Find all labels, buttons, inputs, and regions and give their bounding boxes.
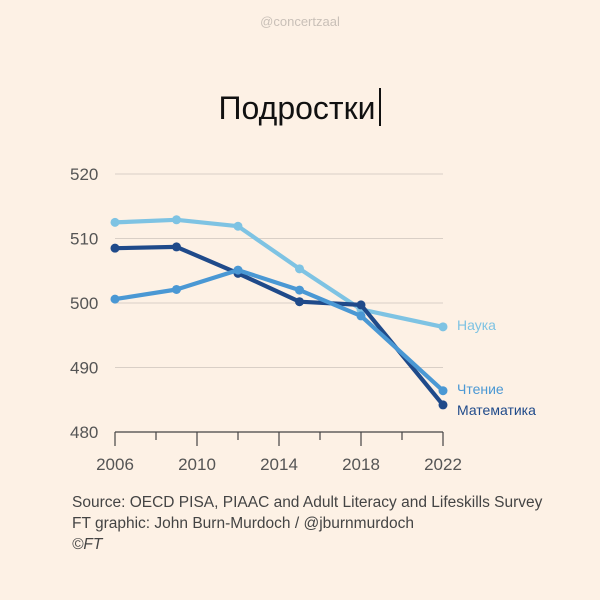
watermark: @concertzaal — [260, 14, 340, 29]
x-tick-label: 2006 — [96, 455, 134, 474]
x-tick-label: 2010 — [178, 455, 216, 474]
chart-title: Подростки — [0, 88, 600, 127]
data-point — [295, 297, 304, 307]
chart-title-text: Подростки — [218, 90, 376, 126]
series-line — [112, 244, 446, 407]
data-point — [295, 285, 304, 295]
y-tick-label: 510 — [70, 230, 98, 249]
data-point — [356, 311, 366, 321]
data-point — [356, 300, 366, 310]
series-line — [112, 268, 446, 393]
gridlines — [115, 173, 443, 368]
data-point — [172, 284, 181, 294]
source-line-1: Source: OECD PISA, PIAAC and Adult Liter… — [72, 494, 543, 511]
y-tick-label: 500 — [70, 294, 98, 313]
y-tick-label: 480 — [70, 423, 98, 442]
text-cursor — [379, 88, 382, 126]
data-point — [110, 294, 120, 304]
data-point — [172, 215, 181, 225]
data-point — [233, 265, 243, 275]
x-tick-label: 2014 — [260, 455, 298, 474]
x-axis: 2006 2010 2014 2018 2022 — [96, 431, 462, 474]
data-point — [438, 386, 448, 396]
data-point — [110, 243, 120, 253]
series-label: Математика — [457, 402, 536, 418]
series-lines — [110, 215, 448, 410]
data-point — [172, 242, 181, 252]
source-line-3: ©FT — [72, 536, 103, 553]
x-tick-label: 2022 — [424, 455, 462, 474]
series-label: Наука — [457, 317, 496, 333]
data-point — [233, 221, 243, 231]
y-tick-label: 490 — [70, 359, 98, 378]
y-tick-label: 520 — [70, 165, 98, 184]
data-point — [110, 217, 120, 227]
series-label: Чтение — [457, 381, 504, 397]
source-note: Source: OECD PISA, PIAAC and Adult Liter… — [72, 492, 542, 555]
data-point — [295, 264, 304, 274]
y-axis-tick-labels: 480 490 500 510 520 — [70, 165, 98, 442]
x-tick-label: 2018 — [342, 455, 380, 474]
series-line — [112, 217, 446, 329]
data-point — [438, 322, 448, 332]
series-labels: Наука Математика Чтение — [457, 317, 536, 418]
data-point — [438, 400, 448, 410]
source-line-2: FT graphic: John Burn-Murdoch / @jburnmu… — [72, 515, 414, 532]
